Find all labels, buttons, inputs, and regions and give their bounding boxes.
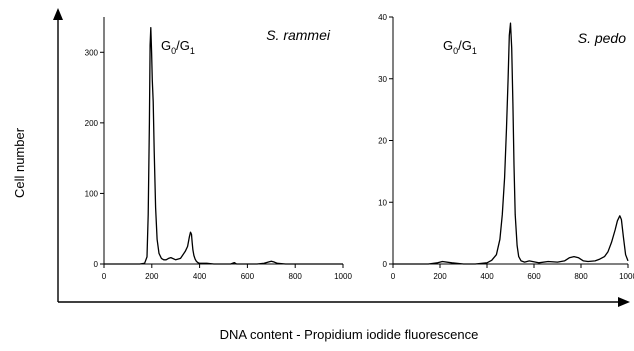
x-tick-label: 800 xyxy=(574,272,588,281)
histogram-line-s-pedo xyxy=(393,22,629,265)
panel-s-rammei: 0 100 200 300 0 200 400 600 800 1000 S. rammei G0/G… xyxy=(85,17,352,281)
x-tick-label: 1000 xyxy=(334,272,352,281)
x-tick-label: 400 xyxy=(480,272,494,281)
x-tick-label: 200 xyxy=(433,272,447,281)
x-tick-label: 1000 xyxy=(619,272,634,281)
y-axis-label: Cell number xyxy=(12,127,27,198)
x-axis-label: DNA content - Propidium iodide fluoresce… xyxy=(220,327,479,342)
peak-annotation-s-rammei: G0/G1 xyxy=(161,38,195,56)
y-tick-label: 200 xyxy=(85,119,99,128)
y-tick-label: 30 xyxy=(378,75,387,84)
x-tick-label: 400 xyxy=(193,272,207,281)
outer-y-axis-arrow xyxy=(53,8,63,20)
x-tick-label: 200 xyxy=(145,272,159,281)
x-tick-label: 0 xyxy=(391,272,396,281)
peak-annotation-s-pedo: G0/G1 xyxy=(443,38,477,56)
y-tick-label: 10 xyxy=(378,198,387,207)
histogram-line-s-rammei xyxy=(104,26,343,265)
panel-title-s-rammei: S. rammei xyxy=(266,27,331,43)
x-tick-label: 600 xyxy=(241,272,255,281)
x-tick-label: 0 xyxy=(102,272,107,281)
y-tick-label: 40 xyxy=(378,13,387,22)
x-tick-label: 600 xyxy=(527,272,541,281)
panel-title-s-pedo: S. pedo xyxy=(578,30,626,46)
y-tick-label: 300 xyxy=(85,48,99,57)
outer-x-axis-arrow xyxy=(618,297,630,307)
y-tick-label: 0 xyxy=(383,260,388,269)
x-tick-label: 800 xyxy=(289,272,303,281)
y-tick-label: 0 xyxy=(94,260,99,269)
y-tick-label: 100 xyxy=(85,189,99,198)
y-tick-label: 20 xyxy=(378,137,387,146)
